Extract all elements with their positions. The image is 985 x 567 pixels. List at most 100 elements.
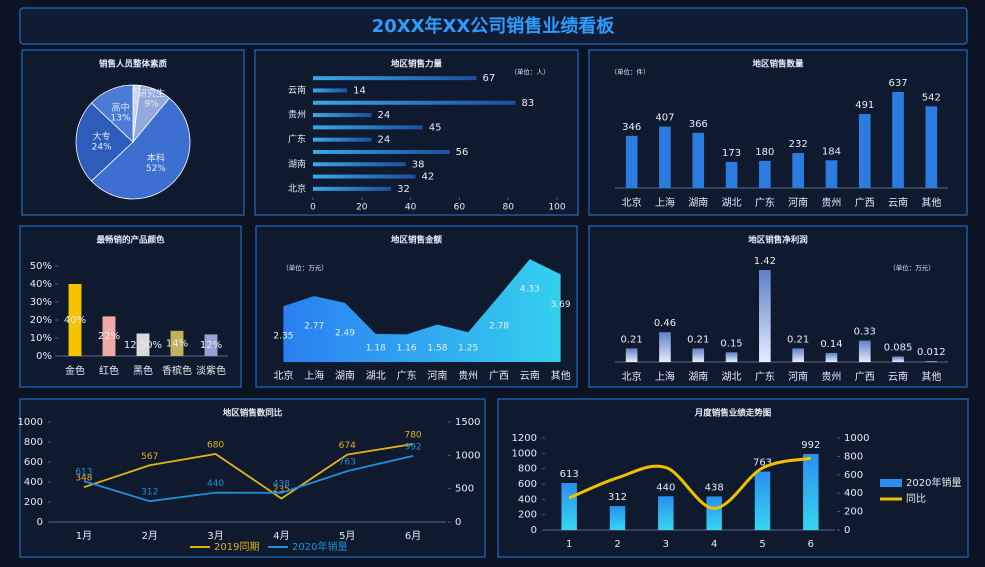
- y2-tick-label: 0: [455, 517, 461, 528]
- y2-tick-label: 600: [844, 470, 863, 481]
- line: [83, 443, 414, 500]
- panel-title: 地区销售金额: [391, 235, 443, 246]
- line: [568, 456, 812, 510]
- value-label: 312: [141, 488, 158, 498]
- bar: [625, 348, 638, 362]
- value-label: 38: [412, 159, 425, 170]
- value-label: 12%: [200, 340, 222, 351]
- y-tick-label: 200: [518, 510, 537, 521]
- x-tick-label: 湖北: [722, 371, 742, 383]
- legend-label: 2020年销量: [906, 476, 961, 489]
- value-label: 0.21: [787, 334, 809, 345]
- bar: [803, 453, 819, 530]
- panel-title: 最畅销的产品颜色: [96, 235, 165, 246]
- bar: [313, 76, 477, 81]
- value-label: 0.21: [621, 334, 643, 345]
- x-tick-label: 3月: [207, 530, 223, 542]
- y-tick-label: 10%: [30, 333, 52, 344]
- value-label: 42: [421, 172, 434, 183]
- y2-tick-label: 400: [844, 488, 863, 499]
- pie-slice: [90, 84, 134, 143]
- bar: [658, 496, 674, 530]
- x-tick-label: 60: [454, 203, 466, 213]
- legend-swatch: [880, 479, 902, 487]
- bar: [759, 270, 771, 362]
- pie-slice: [90, 97, 191, 200]
- bar: [792, 153, 804, 188]
- x-tick-label: 贵州: [821, 196, 841, 209]
- value-label: 366: [689, 119, 708, 130]
- bar: [313, 186, 392, 191]
- value-label: 1.42: [754, 256, 776, 267]
- x-tick-label: 湖北: [366, 370, 386, 382]
- legend-label: 同比: [906, 493, 926, 505]
- x-tick-label: 广东: [755, 370, 775, 383]
- bar: [892, 356, 904, 362]
- unit-note: （单位：万元）: [282, 263, 328, 272]
- value-label: 67: [482, 73, 495, 84]
- x-tick-label: 北京: [622, 196, 642, 209]
- slice-label: 高中: [112, 102, 130, 114]
- value-label: 22%: [98, 331, 120, 342]
- x-tick-label: 其他: [921, 370, 941, 383]
- y-tick-label: 600: [518, 479, 537, 490]
- y-tick-label: 20%: [30, 315, 52, 326]
- y2-tick-label: 0: [844, 525, 850, 536]
- bar: [313, 88, 348, 93]
- x-tick-label: 上海: [655, 196, 675, 209]
- value-label: 0.21: [687, 334, 709, 345]
- value-label: 674: [339, 441, 356, 451]
- x-tick-label: 20: [356, 203, 368, 213]
- bar: [659, 126, 671, 188]
- value-label: 763: [339, 458, 356, 468]
- x-tick-label: 金色: [65, 364, 85, 377]
- x-tick-label: 湖南: [688, 196, 708, 209]
- value-label: 45: [429, 122, 442, 133]
- value-label: 992: [801, 440, 820, 451]
- bar: [925, 361, 938, 362]
- x-tick-label: 1月: [76, 530, 92, 542]
- y2-tick-label: 200: [844, 507, 863, 518]
- x-tick-label: 2月: [142, 530, 158, 542]
- x-tick-label: 其他: [551, 369, 571, 382]
- value-label: 235: [273, 485, 290, 495]
- panel-title: 地区销售净利润: [748, 235, 808, 246]
- y-tick-label: 800: [518, 464, 537, 475]
- y-tick-label: 400: [518, 494, 537, 505]
- bar: [313, 162, 406, 167]
- bar: [170, 330, 184, 356]
- bar: [725, 352, 738, 362]
- panel-title: 销售人员整体素质: [99, 59, 168, 70]
- bar: [313, 149, 450, 154]
- value-label: 1.25: [458, 344, 478, 354]
- value-label: 2.78: [489, 321, 509, 331]
- panel-title: 地区销售数量: [752, 59, 804, 70]
- slice-label: 大专: [93, 131, 111, 143]
- area: [283, 259, 561, 362]
- bar: [725, 161, 738, 188]
- slice-label: 本科: [147, 152, 165, 164]
- dashboard-title: 20XX年XX公司销售业绩看板: [372, 15, 616, 37]
- bar: [925, 106, 938, 188]
- y-tick-label: 200: [24, 497, 43, 508]
- bar: [659, 332, 671, 362]
- value-label: 40%: [64, 315, 86, 326]
- x-tick-label: 2: [614, 539, 620, 550]
- x-tick-label: 广西: [489, 370, 509, 382]
- x-tick-label: 上海: [655, 370, 675, 383]
- x-tick-label: 贵州: [458, 369, 478, 382]
- y-tick-label: 0: [531, 525, 537, 536]
- panel: [19, 225, 242, 388]
- value-label: 2.77: [304, 322, 324, 332]
- bar: [825, 352, 838, 362]
- value-label: 440: [656, 482, 675, 493]
- y-tick-label: 50%: [30, 261, 52, 272]
- x-tick-label: 其他: [921, 196, 941, 209]
- bar: [759, 160, 771, 188]
- legend-label: 2019同期: [214, 541, 259, 553]
- value-label: 613: [75, 468, 92, 478]
- value-label: 2.49: [335, 328, 355, 338]
- x-tick-label: 河南: [788, 370, 808, 383]
- value-label: 83: [522, 98, 535, 109]
- y2-tick-label: 800: [844, 451, 863, 462]
